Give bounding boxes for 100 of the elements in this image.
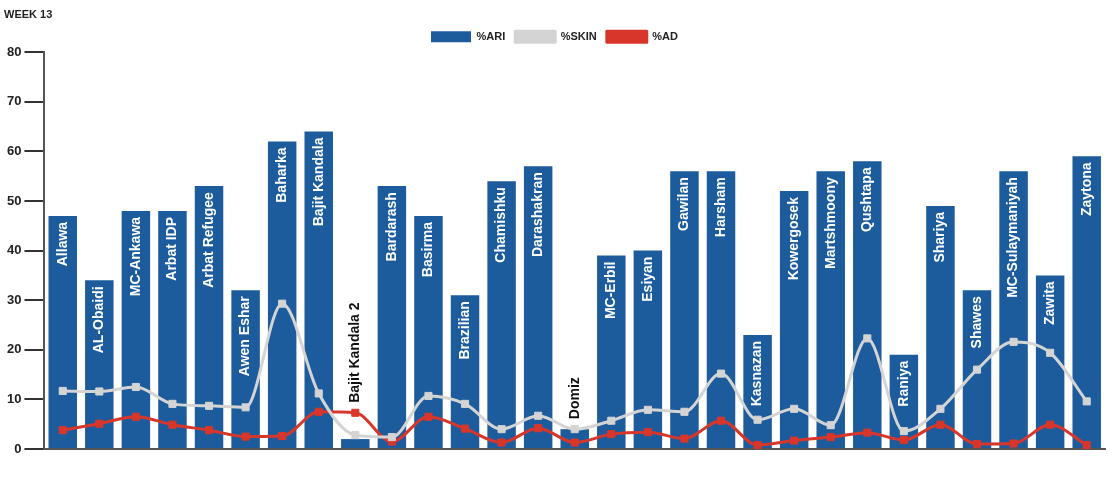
point bbox=[972, 365, 982, 374]
x-tick-label: Shawes bbox=[967, 296, 984, 349]
point bbox=[424, 412, 433, 421]
point bbox=[278, 299, 287, 308]
x-tick-label: Bardarash bbox=[382, 192, 399, 262]
legend-label: %AD bbox=[652, 29, 679, 42]
x-tick-label: Zawita bbox=[1041, 281, 1057, 325]
point bbox=[168, 399, 177, 408]
point bbox=[241, 432, 250, 441]
x-tick-label: Zaytona bbox=[1077, 162, 1094, 217]
x-tick-label: Domiz bbox=[565, 377, 582, 420]
point bbox=[643, 405, 652, 414]
point bbox=[497, 438, 506, 447]
point bbox=[1009, 337, 1018, 346]
chart-title: WEEK 13 bbox=[4, 7, 53, 20]
y-tick-label: 20 bbox=[6, 341, 22, 357]
point bbox=[716, 416, 726, 425]
bar bbox=[779, 191, 809, 448]
point bbox=[497, 425, 506, 434]
y-tick-label: 0 bbox=[14, 440, 22, 456]
bar bbox=[633, 250, 663, 448]
x-tick-label: AL-Obaidi bbox=[90, 286, 107, 354]
point bbox=[1082, 441, 1091, 449]
y-tick-label: 80 bbox=[6, 43, 22, 59]
point bbox=[534, 411, 543, 420]
y-tick-label: 50 bbox=[6, 192, 22, 208]
bar bbox=[816, 171, 845, 448]
point bbox=[972, 440, 982, 449]
x-tick-label: Baharka bbox=[273, 147, 290, 203]
point bbox=[314, 407, 323, 416]
bar bbox=[999, 171, 1028, 448]
x-tick-label: MC-Sulaymaniyah bbox=[1004, 177, 1021, 298]
y-tick-label: 30 bbox=[6, 291, 22, 307]
point bbox=[351, 408, 360, 417]
point bbox=[95, 419, 104, 428]
y-tick-label: 10 bbox=[6, 390, 22, 406]
bar bbox=[304, 131, 333, 448]
point bbox=[387, 433, 396, 442]
point bbox=[278, 432, 287, 441]
point bbox=[1046, 348, 1055, 357]
legend-label: %ARI bbox=[476, 29, 506, 42]
point bbox=[241, 403, 250, 412]
bar bbox=[121, 210, 151, 448]
x-tick-label: Darashakran bbox=[529, 172, 546, 258]
point bbox=[351, 431, 360, 440]
x-tick-label: Brazilian bbox=[455, 301, 472, 360]
point bbox=[58, 386, 67, 395]
bar bbox=[1072, 156, 1101, 448]
x-tick-label: Shariya bbox=[931, 211, 948, 263]
point bbox=[204, 426, 214, 435]
bar bbox=[853, 161, 882, 448]
point bbox=[1009, 439, 1018, 448]
point bbox=[424, 391, 433, 400]
point bbox=[680, 434, 689, 443]
x-tick-label: MC-Erbil bbox=[602, 261, 619, 320]
x-tick-label: Awen Eshar bbox=[236, 295, 253, 377]
bar bbox=[48, 215, 77, 448]
x-tick-label: Basirma bbox=[419, 221, 436, 278]
point bbox=[607, 430, 616, 439]
point bbox=[863, 428, 872, 437]
bar bbox=[926, 205, 955, 448]
bar bbox=[1035, 275, 1065, 448]
point bbox=[570, 425, 579, 434]
x-tick-label: Arbat IDP bbox=[163, 216, 180, 281]
point bbox=[131, 382, 140, 392]
bar bbox=[267, 141, 297, 448]
bar bbox=[194, 186, 224, 448]
point bbox=[826, 433, 835, 442]
x-tick-label: Gawilan bbox=[675, 177, 692, 231]
point bbox=[1082, 397, 1091, 406]
y-tick-label: 70 bbox=[6, 93, 22, 109]
x-tick-label: Bajit Kandala bbox=[309, 137, 326, 227]
point bbox=[863, 334, 872, 343]
bar bbox=[414, 215, 443, 448]
point bbox=[936, 420, 945, 429]
x-tick-label: Allawa bbox=[53, 221, 70, 267]
y-tick-label: 40 bbox=[6, 242, 22, 258]
bar bbox=[706, 171, 736, 448]
point bbox=[643, 428, 652, 437]
point bbox=[607, 416, 616, 425]
x-tick-label: Harsham bbox=[711, 177, 728, 238]
x-tick-label: MC-Ankawa bbox=[126, 216, 143, 297]
y-tick-label: 60 bbox=[6, 142, 22, 158]
x-tick-label: Kasnazan bbox=[748, 340, 765, 407]
point bbox=[204, 401, 214, 410]
point bbox=[753, 441, 762, 449]
bar bbox=[341, 439, 370, 448]
point bbox=[534, 424, 543, 433]
point bbox=[168, 420, 177, 429]
point bbox=[1046, 420, 1055, 429]
x-tick-label: Arbat Refugee bbox=[199, 191, 216, 288]
point bbox=[460, 424, 470, 433]
point bbox=[680, 407, 689, 416]
point bbox=[95, 387, 104, 396]
bar bbox=[670, 171, 699, 448]
point bbox=[936, 404, 945, 413]
x-tick-label: Bajit Kandala 2 bbox=[346, 302, 363, 403]
point bbox=[826, 421, 835, 430]
bar bbox=[523, 166, 553, 448]
point bbox=[460, 399, 470, 408]
